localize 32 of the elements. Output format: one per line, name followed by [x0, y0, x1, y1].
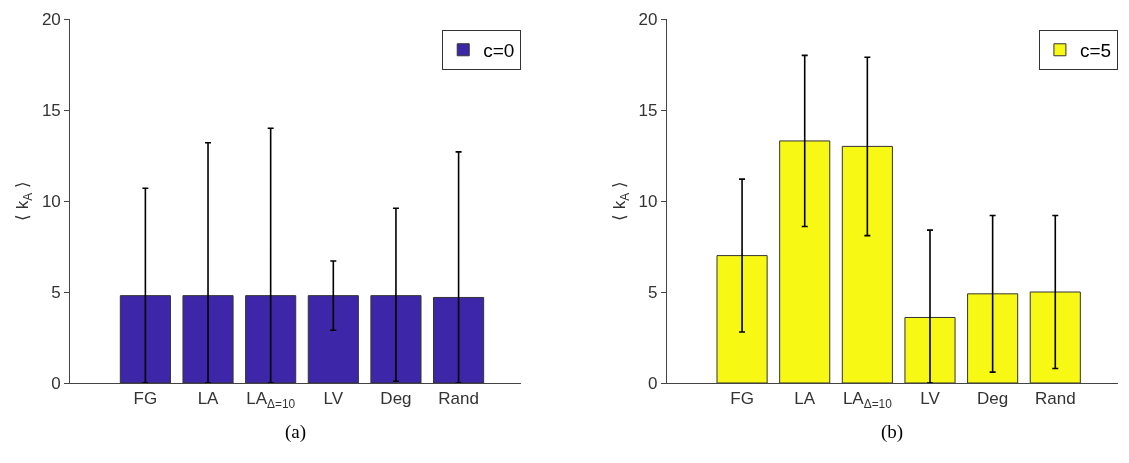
legend-label: c=5 [1079, 40, 1112, 62]
text: (b) [881, 421, 904, 443]
bar [841, 145, 893, 383]
x-tick-label: LV [920, 389, 941, 409]
x-tick-label: LV [323, 389, 344, 409]
y-tick-label: 20 [41, 9, 61, 29]
bar [716, 255, 768, 383]
x-tick-label: LA$_{Δ=10}$ [842, 389, 893, 411]
y-tick-label: 15 [638, 100, 658, 120]
legend-label: c=0 [483, 40, 515, 62]
text: (a) [285, 421, 307, 443]
x-tick-label: FG [133, 389, 158, 409]
x-tick-label: FG [730, 389, 754, 409]
x-tick-label: LA [794, 389, 816, 409]
y-tick-label: 5 [51, 282, 61, 302]
x-tick-label: LA [197, 389, 220, 409]
bar [1029, 291, 1081, 383]
y-tick-label: 0 [648, 373, 658, 393]
x-tick-label: LA$_{Δ=10}$ [246, 389, 296, 411]
y-tick-label: 20 [638, 9, 658, 29]
x-tick-label: Deg [977, 389, 1009, 409]
bar [779, 140, 831, 383]
x-tick-label: Rand [1034, 389, 1076, 409]
bar [904, 316, 956, 383]
y-tick-label: 0 [51, 373, 61, 393]
y-tick-label: 5 [648, 282, 658, 302]
x-tick-label: Rand [438, 389, 479, 409]
bar [967, 293, 1019, 383]
x-tick-label: Deg [380, 389, 412, 409]
y-tick-label: 15 [41, 100, 61, 120]
y-tick-label: 10 [638, 191, 658, 211]
y-tick-label: 10 [41, 191, 61, 211]
